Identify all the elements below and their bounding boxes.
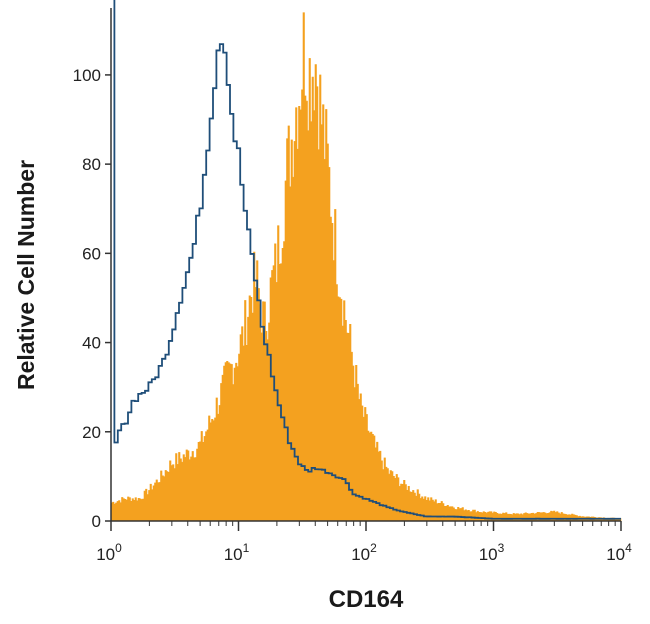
x-tick-label: 102 xyxy=(351,541,377,564)
y-axis-title: Relative Cell Number xyxy=(13,160,39,390)
histogram-outline-series xyxy=(113,0,621,520)
ticks-layer: 0 20 40 60 80 100 100 101 102 103 104 xyxy=(73,66,632,564)
y-tick-label: 80 xyxy=(82,155,101,174)
y-tick-label: 0 xyxy=(92,512,101,531)
y-tick-label: 100 xyxy=(73,66,101,85)
x-tick-label: 103 xyxy=(479,541,505,564)
y-tick-label: 40 xyxy=(82,334,101,353)
series-layer xyxy=(110,0,622,522)
histogram-filled-series xyxy=(110,12,622,522)
x-tick-label: 100 xyxy=(96,541,122,564)
x-axis-title: CD164 xyxy=(329,586,404,613)
x-tick-label: 101 xyxy=(224,541,250,564)
x-tick-label: 104 xyxy=(606,541,632,564)
y-tick-label: 60 xyxy=(82,244,101,263)
y-tick-label: 20 xyxy=(82,423,101,442)
